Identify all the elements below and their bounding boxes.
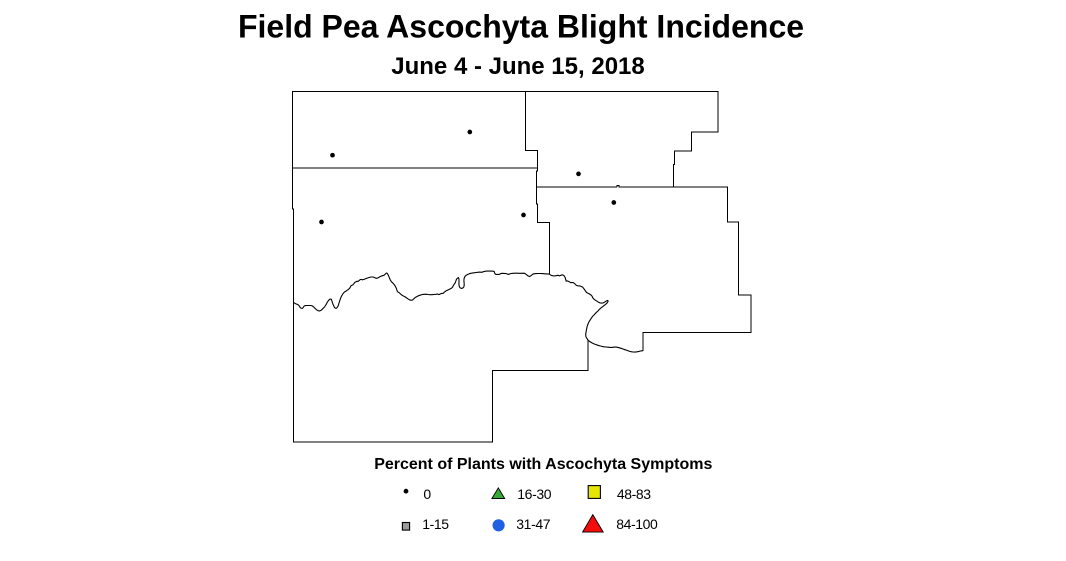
svg-text:Percent of Plants with Ascochy: Percent of Plants with Ascochyta Symptom… [374, 456, 712, 473]
svg-text:Field Pea Ascochyta Blight Inc: Field Pea Ascochyta Blight Incidence [238, 9, 804, 45]
svg-text:1-15: 1-15 [422, 516, 449, 532]
svg-text:June 4 - June 15, 2018: June 4 - June 15, 2018 [391, 53, 644, 80]
svg-text:31-47: 31-47 [516, 516, 550, 532]
svg-text:0: 0 [423, 486, 431, 502]
svg-text:84-100: 84-100 [616, 516, 658, 532]
svg-text:48-83: 48-83 [617, 486, 651, 502]
svg-text:16-30: 16-30 [517, 486, 551, 502]
